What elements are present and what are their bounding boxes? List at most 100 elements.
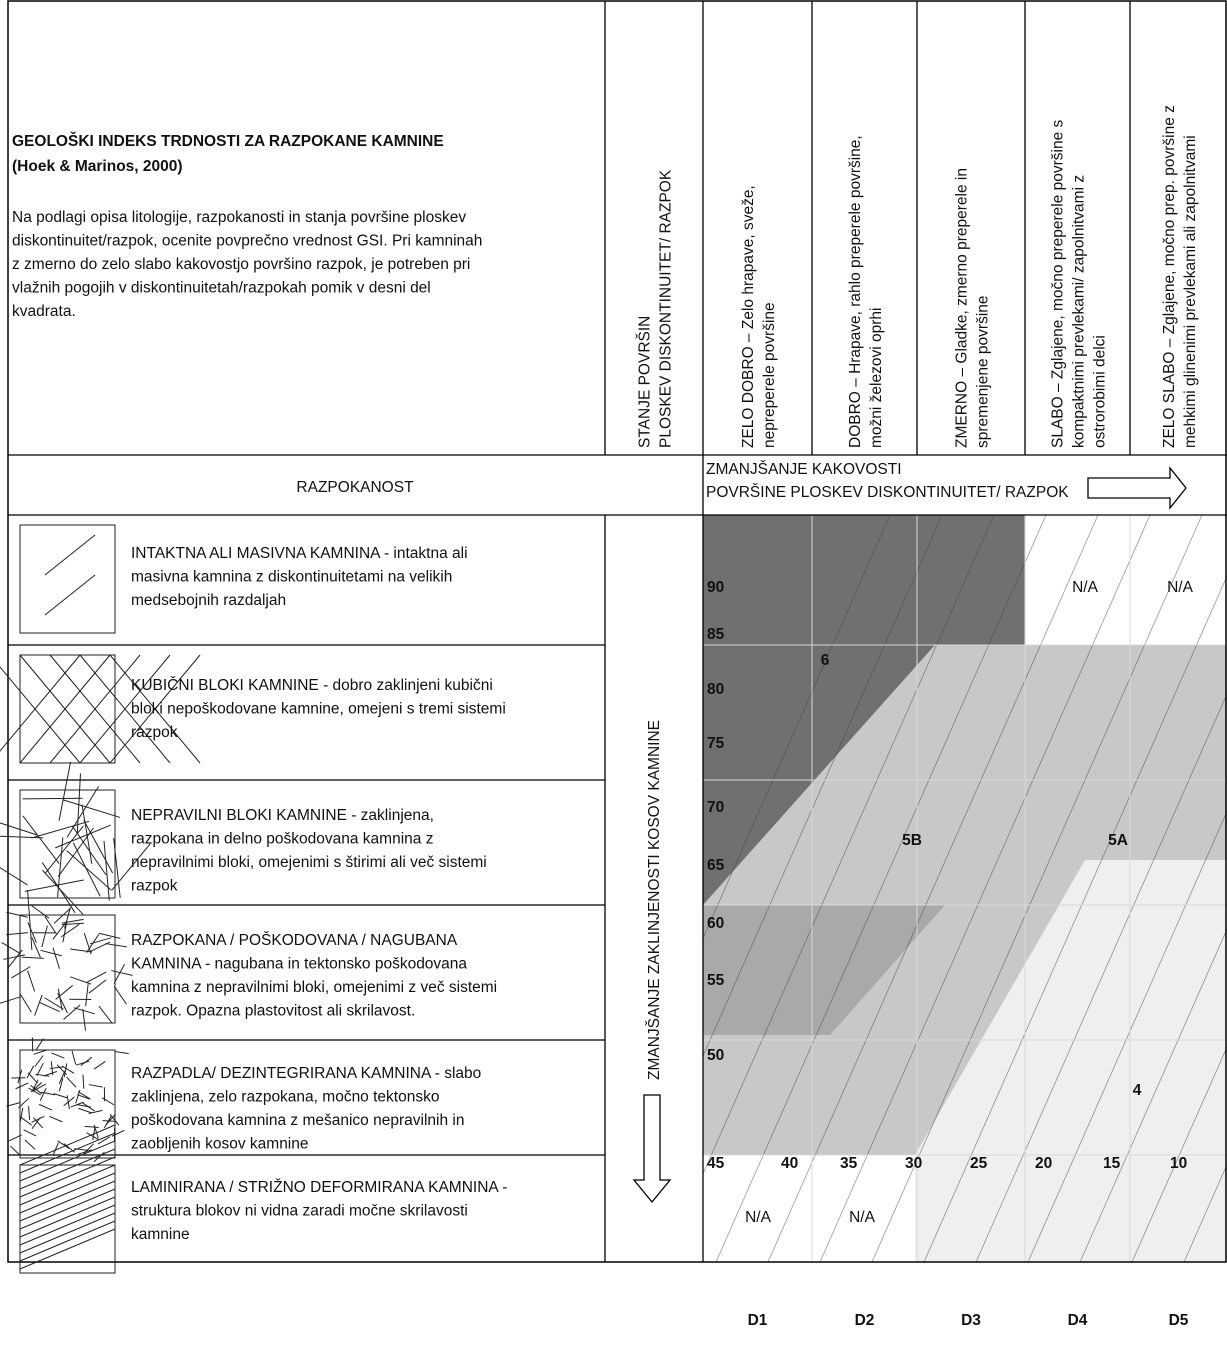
icon-line	[113, 985, 127, 1005]
icon-line	[86, 971, 107, 983]
chart-area	[703, 515, 1227, 1262]
icon-line	[20, 1116, 33, 1126]
structure-row: masivna kamnina z diskontinuitetami na v…	[131, 569, 452, 586]
icon-line	[111, 1129, 125, 1137]
icon-line	[60, 923, 80, 938]
icon-line	[79, 654, 171, 764]
gsi-label: 60	[707, 915, 724, 932]
icon-line	[44, 534, 96, 576]
icon-line	[19, 1107, 24, 1122]
structure-row: nepravilnimi bloki, omejenimi s štirimi …	[131, 854, 487, 871]
icon-line	[80, 1056, 93, 1067]
icon-line	[55, 824, 111, 849]
gsi-label: 80	[707, 681, 724, 698]
icon-line	[66, 1095, 70, 1110]
icon-line	[33, 1117, 44, 1129]
icon-line	[81, 804, 93, 864]
surface-trend: POVRŠINE PLOSKEV DISKONTINUITET/ RAZPOK	[706, 484, 1069, 501]
na-cell	[703, 1155, 915, 1262]
na-label: N/A	[1072, 579, 1099, 596]
icon-line	[82, 1102, 95, 1112]
icon-line	[58, 761, 72, 821]
column-code: D4	[1068, 1312, 1088, 1329]
surface-label: STANJE POVRŠIN	[637, 316, 654, 448]
column-code: D3	[961, 1312, 981, 1329]
structure-row: struktura blokov ni vidna zaradi močne s…	[131, 1203, 468, 1220]
gsi-label: 50	[707, 1047, 724, 1064]
icon-line	[33, 1049, 48, 1055]
icon-line	[52, 921, 67, 940]
icon-line	[82, 1074, 85, 1089]
icon-line	[27, 889, 33, 950]
icon-line	[88, 979, 107, 994]
structure-trend: ZMANJŠANJE ZAKLINJENOSTI KOSOV KAMNINE	[646, 720, 663, 1080]
source: (Hoek & Marinos, 2000)	[12, 158, 183, 175]
surface-column: spremenjene površine	[975, 295, 992, 448]
structure-row: razpok	[131, 724, 178, 741]
icon-line	[0, 996, 21, 1004]
icon-line	[19, 1220, 116, 1262]
description: vlažnih pogojih v diskontinuitetah/razpo…	[12, 280, 431, 297]
icon-line	[63, 1063, 68, 1078]
structure-row: LAMINIRANA / STRIŽNO DEFORMIRANA KAMNINA…	[131, 1179, 507, 1196]
icon-line	[19, 1156, 116, 1198]
icon-line	[70, 976, 92, 985]
zone-label: 6	[821, 652, 830, 669]
icon-line	[113, 964, 125, 984]
icon-line	[27, 922, 37, 943]
icon-line	[109, 1114, 120, 1126]
down-arrow	[632, 1094, 672, 1204]
surface-label: PLOSKEV DISKONTINUITET/ RAZPOK	[658, 169, 675, 448]
gsi-label: 25	[970, 1155, 988, 1172]
icon-line	[31, 820, 90, 839]
icon-frame	[19, 1049, 116, 1159]
icon-line	[82, 1008, 87, 1031]
icon-line	[19, 1164, 116, 1206]
icon-line	[77, 1091, 91, 1100]
description: kvadrata.	[12, 303, 76, 320]
surface-column: nepreperele površine	[761, 302, 778, 448]
icon-line	[18, 1097, 30, 1109]
icon-line	[8, 949, 23, 968]
gsi-label: 40	[781, 1155, 798, 1172]
icon-line	[39, 1001, 60, 1013]
zone-5b-band	[703, 905, 945, 1035]
icon-line	[88, 1084, 103, 1088]
icon-line	[58, 1070, 66, 1084]
icon-line	[49, 654, 141, 764]
icon-line	[49, 1066, 65, 1069]
icon-line	[24, 879, 84, 892]
icon-line	[76, 773, 81, 834]
icon-line	[30, 1082, 43, 1093]
icon-line	[22, 797, 83, 800]
structure-row: NEPRAVILNI BLOKI KAMNINE - zaklinjena,	[131, 807, 434, 824]
icon-line	[19, 1196, 116, 1238]
icon-line	[44, 916, 58, 936]
na-label: N/A	[1167, 579, 1194, 596]
column-code: D1	[748, 1312, 768, 1329]
icon-line	[21, 956, 44, 959]
icon-line	[84, 1125, 99, 1129]
icon-line	[66, 1076, 77, 1088]
icon-line	[71, 825, 107, 876]
icon-line	[19, 654, 111, 764]
icon-line	[45, 825, 84, 874]
icon-line	[72, 842, 101, 897]
structure-row: RAZPOKANA / POŠKODOVANA / NAGUBANA	[131, 932, 458, 949]
icon-line	[19, 1140, 116, 1182]
icon-line	[26, 1065, 35, 1079]
icon-line	[78, 1107, 92, 1114]
icon-line	[105, 1113, 116, 1125]
icon-line	[33, 1083, 47, 1092]
icon-line	[93, 1060, 106, 1070]
icon-frame	[19, 914, 116, 1024]
icon-line	[49, 1116, 63, 1123]
icon-line	[64, 907, 71, 929]
icon-line	[52, 947, 60, 969]
icon-line	[105, 943, 127, 948]
icon-line	[111, 970, 133, 976]
structure-row: zaobljenih kosov kamnine	[131, 1136, 309, 1153]
icon-line	[30, 904, 50, 919]
gsi-label: 55	[707, 972, 725, 989]
zone-label: 5B	[902, 832, 922, 849]
